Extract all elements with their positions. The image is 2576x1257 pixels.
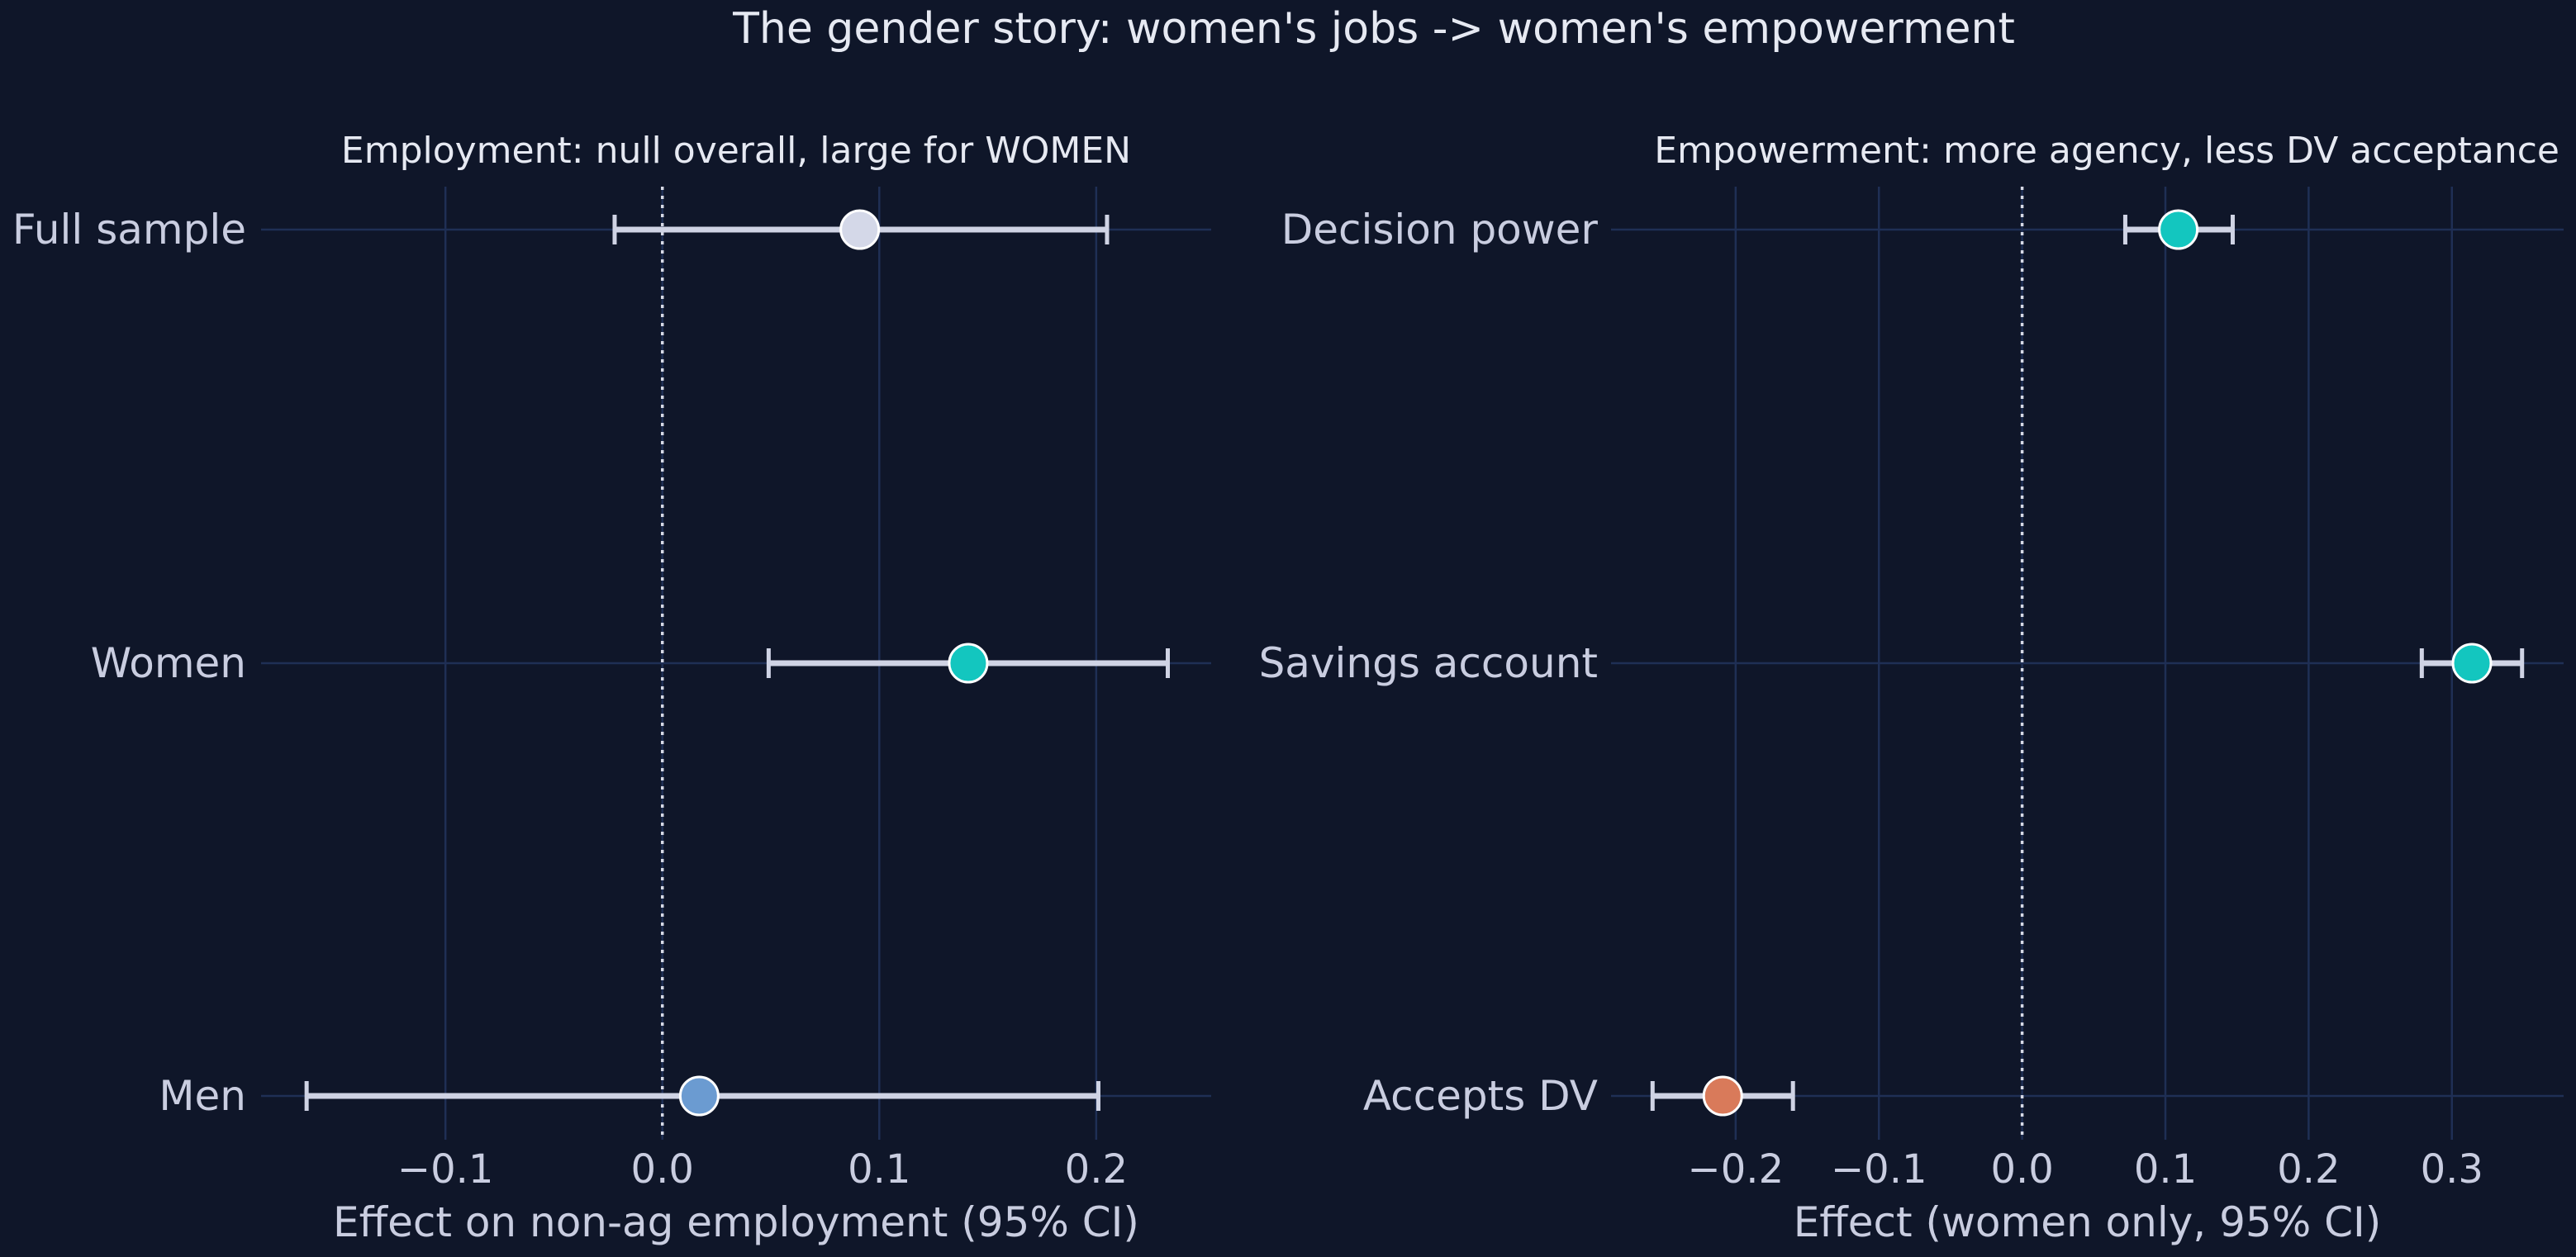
x-tick-label: 0.1 <box>2134 1146 2197 1193</box>
point-estimate <box>1702 1075 1743 1117</box>
x-tick-label: −0.1 <box>397 1146 494 1193</box>
empowerment-panel: Empowerment: more agency, less DV accept… <box>1259 130 2564 1246</box>
figure-title: The gender story: women's jobs -> women'… <box>732 4 2015 54</box>
point-estimate <box>678 1075 720 1117</box>
x-axis-label: Effect (women only, 95% CI) <box>1794 1198 2382 1246</box>
x-tick-label: 0.0 <box>1990 1146 2053 1193</box>
point-estimate <box>839 209 881 250</box>
x-axis-label: Effect on non-ag employment (95% CI) <box>333 1198 1139 1246</box>
x-tick-label: −0.2 <box>1688 1146 1785 1193</box>
x-tick-label: 0.3 <box>2421 1146 2483 1193</box>
row-label: Accepts DV <box>1363 1072 1598 1120</box>
employment-panel: Employment: null overall, large for WOME… <box>12 130 1211 1246</box>
point-estimate <box>2158 209 2199 250</box>
x-tick-label: 0.0 <box>631 1146 694 1193</box>
row-label: Full sample <box>12 206 246 254</box>
row-label: Savings account <box>1259 639 1598 687</box>
point-estimate <box>948 643 989 684</box>
x-tick-label: −0.1 <box>1831 1146 1927 1193</box>
row-label: Men <box>159 1072 246 1120</box>
row-label: Decision power <box>1281 206 1599 254</box>
point-estimate <box>2451 643 2493 684</box>
panel-title: Empowerment: more agency, less DV accept… <box>1654 130 2559 172</box>
x-tick-label: 0.1 <box>848 1146 910 1193</box>
x-tick-label: 0.2 <box>2277 1146 2340 1193</box>
row-label: Women <box>91 639 246 687</box>
x-tick-label: 0.2 <box>1065 1146 1128 1193</box>
panel-title: Employment: null overall, large for WOME… <box>341 130 1131 172</box>
